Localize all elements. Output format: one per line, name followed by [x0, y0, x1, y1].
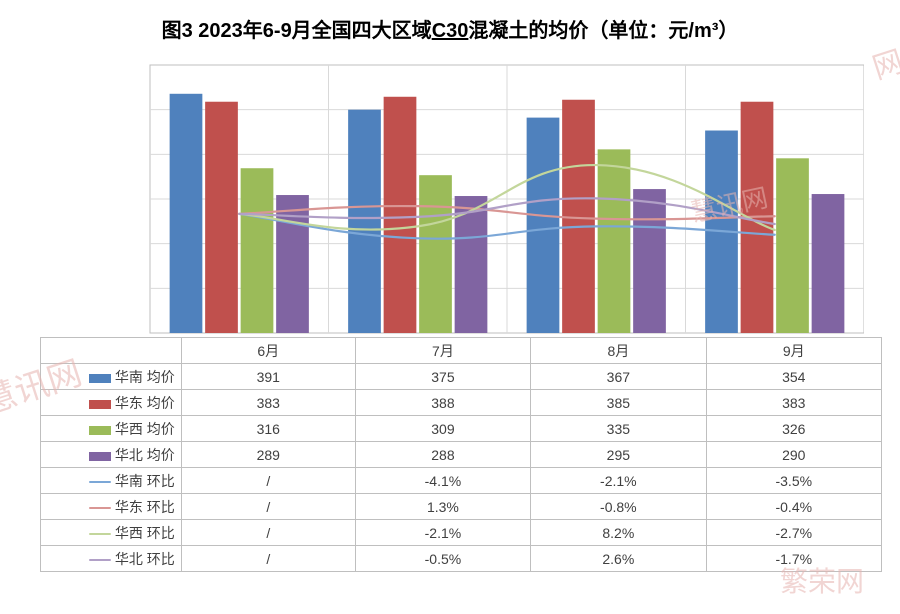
- data-cell: 383: [706, 390, 881, 416]
- category-header: 7月: [355, 338, 530, 364]
- bar: [205, 102, 238, 333]
- legend-cell: 华东 均价: [41, 390, 182, 416]
- data-cell: 2.6%: [531, 546, 706, 572]
- legend-cell: 华西 均价: [41, 416, 182, 442]
- data-cell: /: [181, 468, 355, 494]
- data-cell: 354: [706, 364, 881, 390]
- data-cell: 295: [531, 442, 706, 468]
- data-cell: /: [181, 546, 355, 572]
- bar: [598, 149, 631, 333]
- data-cell: 391: [181, 364, 355, 390]
- data-cell: 289: [181, 442, 355, 468]
- bar: [348, 110, 381, 333]
- legend-cell: 华南 环比: [41, 468, 182, 494]
- data-cell: -0.8%: [531, 494, 706, 520]
- data-cell: -2.1%: [531, 468, 706, 494]
- title-underline: C30: [432, 20, 469, 42]
- data-cell: 8.2%: [531, 520, 706, 546]
- bar: [527, 118, 560, 333]
- data-cell: -3.5%: [706, 468, 881, 494]
- data-cell: 383: [181, 390, 355, 416]
- bar: [419, 175, 452, 333]
- data-cell: 385: [531, 390, 706, 416]
- title-prefix: 图3 2023年6-9月全国四大区域: [162, 20, 432, 42]
- data-cell: 375: [355, 364, 530, 390]
- data-cell: 326: [706, 416, 881, 442]
- legend-cell: 华南 均价: [41, 364, 182, 390]
- data-cell: /: [181, 520, 355, 546]
- data-cell: /: [181, 494, 355, 520]
- data-table: 6月7月8月9月华南 均价391375367354华东 均价3833883853…: [40, 337, 882, 572]
- chart-title: 图3 2023年6-9月全国四大区域C30混凝土的均价（单位：元/m³）: [0, 0, 900, 43]
- chart-container: 6月7月8月9月华南 均价391375367354华东 均价3833883853…: [0, 61, 900, 572]
- legend-cell: 华西 环比: [41, 520, 182, 546]
- bar: [633, 189, 666, 333]
- data-cell: 367: [531, 364, 706, 390]
- data-cell: -2.1%: [355, 520, 530, 546]
- title-suffix: 混凝土的均价（单位：元/m³）: [468, 20, 738, 42]
- data-cell: 309: [355, 416, 530, 442]
- legend-cell: 华北 环比: [41, 546, 182, 572]
- bar: [170, 94, 203, 333]
- data-cell: -0.4%: [706, 494, 881, 520]
- legend-cell: 华东 环比: [41, 494, 182, 520]
- data-cell: 1.3%: [355, 494, 530, 520]
- data-cell: -1.7%: [706, 546, 881, 572]
- data-cell: 316: [181, 416, 355, 442]
- legend-header-blank: [41, 338, 182, 364]
- data-cell: 388: [355, 390, 530, 416]
- data-cell: -2.7%: [706, 520, 881, 546]
- data-cell: -0.5%: [355, 546, 530, 572]
- data-cell: 290: [706, 442, 881, 468]
- data-cell: 288: [355, 442, 530, 468]
- data-cell: -4.1%: [355, 468, 530, 494]
- category-header: 9月: [706, 338, 881, 364]
- bar: [812, 194, 845, 333]
- data-cell: 335: [531, 416, 706, 442]
- bar: [384, 97, 417, 333]
- category-header: 8月: [531, 338, 706, 364]
- combo-chart: [0, 61, 864, 337]
- category-header: 6月: [181, 338, 355, 364]
- bar: [241, 168, 274, 333]
- legend-cell: 华北 均价: [41, 442, 182, 468]
- bar: [776, 158, 809, 333]
